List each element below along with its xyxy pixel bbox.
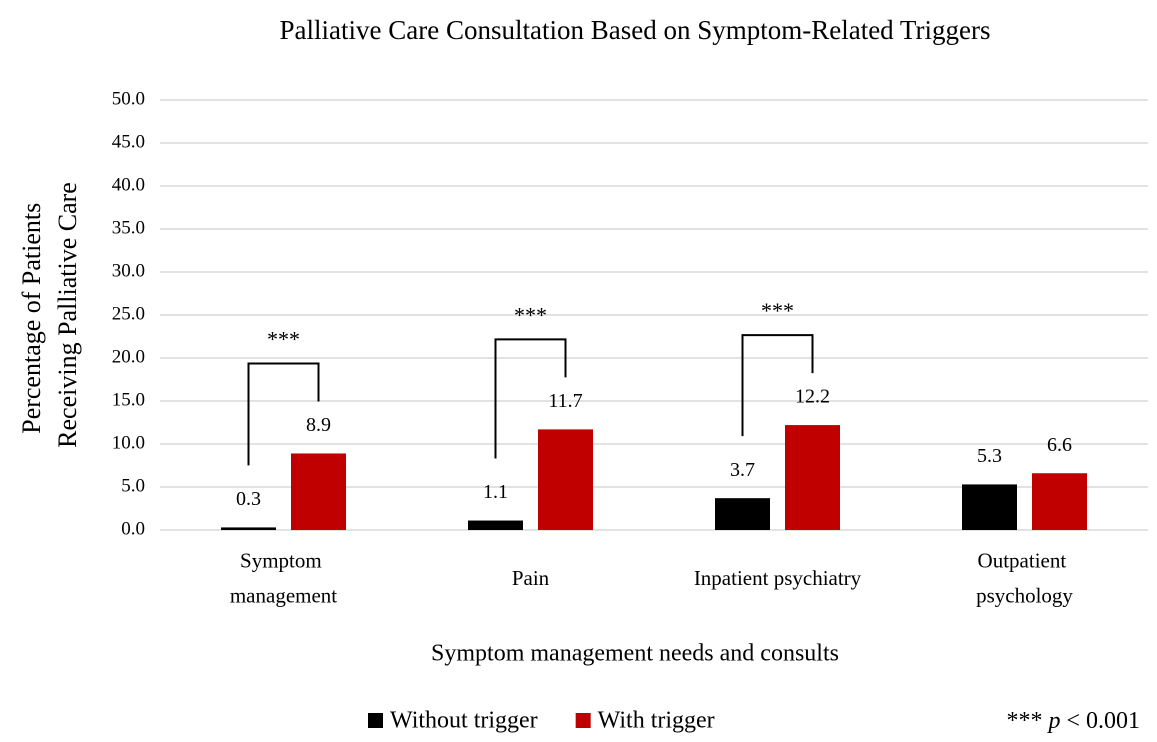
- legend-label: Without trigger: [390, 708, 538, 734]
- x-tick-label: Pain: [512, 566, 550, 590]
- significance-label: ***: [267, 327, 300, 352]
- y-tick-label: 15.0: [112, 389, 145, 410]
- footnote: *** p < 0.001: [1006, 708, 1140, 734]
- bar: [1032, 473, 1087, 530]
- legend-swatch: [575, 713, 591, 728]
- chart-title: Palliative Care Consultation Based on Sy…: [280, 15, 991, 45]
- bar: [785, 425, 840, 530]
- significance-bracket: [741, 334, 814, 437]
- significance-label: ***: [761, 298, 794, 323]
- data-label: 6.6: [1047, 434, 1072, 456]
- y-tick-label: 45.0: [112, 131, 145, 152]
- bar: [538, 429, 593, 530]
- data-label: 12.2: [795, 386, 830, 408]
- significance-label: ***: [514, 302, 547, 327]
- bar: [221, 527, 276, 530]
- y-tick-label: 25.0: [112, 303, 145, 324]
- bar: [291, 453, 346, 530]
- data-label: 1.1: [483, 481, 508, 503]
- y-tick-label: 35.0: [112, 217, 145, 238]
- x-tick-label: Outpatient psychology: [976, 548, 1073, 607]
- data-label: 8.9: [306, 414, 331, 436]
- bar: [962, 484, 1017, 530]
- data-label: 3.7: [730, 459, 755, 481]
- y-tick-label: 40.0: [112, 174, 145, 195]
- legend-swatch: [368, 713, 383, 728]
- significance-bracket: [494, 338, 567, 459]
- data-label: 11.7: [548, 390, 582, 412]
- significance-bracket: [247, 362, 320, 466]
- y-tick-label: 30.0: [112, 260, 145, 281]
- y-tick-label: 0.0: [121, 518, 145, 539]
- y-tick-label: 20.0: [112, 346, 145, 367]
- data-label: 0.3: [236, 488, 261, 510]
- data-label: 5.3: [977, 445, 1002, 467]
- y-axis-label: Percentage of Patients Receiving Palliat…: [17, 182, 82, 448]
- y-tick-label: 5.0: [121, 475, 145, 496]
- x-tick-label: Symptom management: [230, 548, 337, 607]
- bar: [715, 498, 770, 530]
- legend-label: With trigger: [598, 708, 715, 734]
- x-tick-label: Inpatient psychiatry: [694, 566, 862, 590]
- y-tick-label: 10.0: [112, 432, 145, 453]
- x-axis-label: Symptom management needs and consults: [431, 641, 839, 667]
- bar: [468, 520, 523, 530]
- y-tick-label: 50.0: [112, 88, 145, 109]
